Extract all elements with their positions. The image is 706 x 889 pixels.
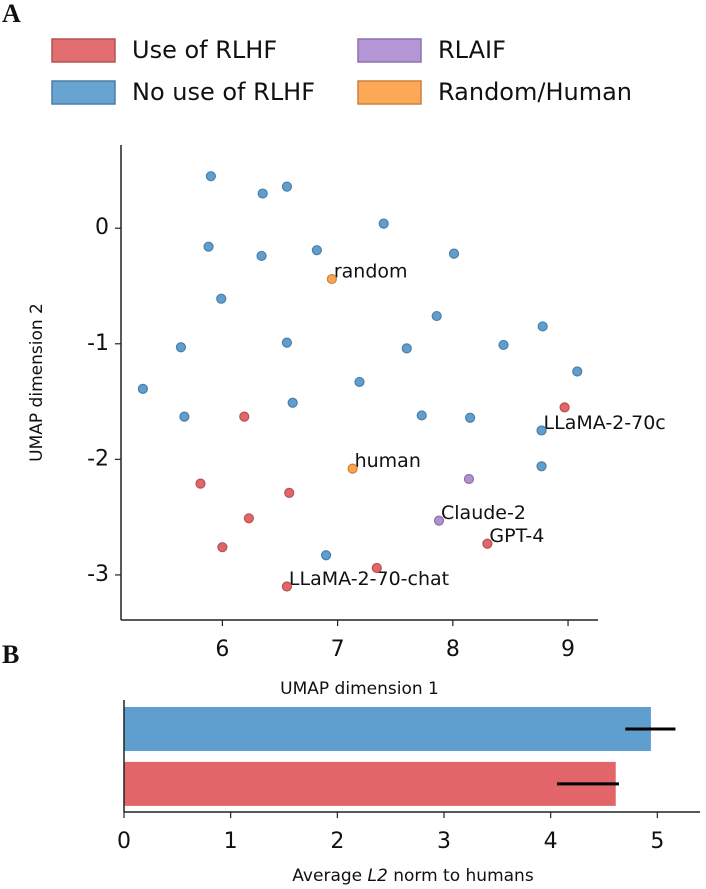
x-axis-label-part: L2 bbox=[368, 866, 388, 886]
point-label: Claude-2 bbox=[441, 502, 526, 524]
point bbox=[257, 188, 268, 199]
point bbox=[311, 245, 322, 256]
legend-label: Use of RLHF bbox=[132, 36, 277, 64]
x-tick-label: 2 bbox=[330, 829, 344, 854]
point bbox=[371, 562, 382, 574]
x-axis-label: UMAP dimension 1 bbox=[280, 679, 439, 699]
point bbox=[175, 342, 187, 353]
point bbox=[326, 273, 337, 285]
point bbox=[281, 581, 293, 592]
point bbox=[281, 181, 293, 192]
legend-swatch bbox=[357, 80, 422, 105]
point bbox=[281, 337, 293, 348]
point bbox=[536, 425, 547, 436]
point bbox=[284, 487, 295, 498]
panel-b: B 0 1 2 3 4 5 Average L2 norm to humans bbox=[2, 640, 700, 886]
x-tick-label: 0 bbox=[117, 829, 131, 854]
point bbox=[465, 412, 476, 423]
point bbox=[195, 478, 206, 489]
point-label: random bbox=[334, 261, 408, 283]
point bbox=[536, 461, 547, 472]
point bbox=[378, 218, 389, 229]
point bbox=[347, 463, 358, 474]
point bbox=[256, 250, 267, 262]
x-tick-label: 3 bbox=[437, 829, 451, 854]
x-tick-label: 1 bbox=[224, 829, 238, 854]
y-tick-label: -2 bbox=[87, 446, 109, 471]
legend-label: Random/Human bbox=[438, 78, 632, 106]
point bbox=[203, 241, 214, 252]
point bbox=[217, 542, 228, 553]
x-tick-label: 9 bbox=[561, 637, 575, 662]
x-tick-label: 5 bbox=[650, 829, 664, 854]
y-axis-label: UMAP dimension 2 bbox=[27, 303, 47, 462]
bar bbox=[124, 707, 651, 751]
legend-label: No use of RLHF bbox=[132, 78, 315, 106]
x-tick-label: 8 bbox=[446, 637, 460, 662]
point bbox=[243, 513, 254, 524]
panel-a: A Use of RLHF No use of RLHF RLAIF Random/Hu… bbox=[2, 0, 666, 699]
point bbox=[216, 293, 227, 304]
annotations: GPT-4 LLaMA-2-70-chat LLaMA-2-70c Claude-2 r… bbox=[289, 261, 666, 590]
point bbox=[239, 411, 250, 422]
point-label: LLaMA-2-70-chat bbox=[289, 568, 449, 590]
legend-swatch bbox=[51, 80, 116, 105]
point-label: GPT-4 bbox=[489, 525, 544, 547]
legend-swatch bbox=[357, 38, 422, 63]
point bbox=[137, 383, 148, 394]
point bbox=[463, 473, 475, 485]
point bbox=[431, 310, 442, 322]
x-axis-label-part: Average bbox=[292, 866, 367, 886]
y-tick-label: 0 bbox=[95, 215, 109, 240]
point bbox=[498, 339, 509, 351]
bar bbox=[124, 761, 616, 806]
y-tick-label: -3 bbox=[87, 562, 109, 587]
x-tick-label: 6 bbox=[215, 637, 229, 662]
point bbox=[433, 515, 445, 526]
point bbox=[572, 366, 583, 377]
point bbox=[559, 402, 570, 413]
point-label: LLaMA-2-70c bbox=[544, 412, 666, 434]
point bbox=[205, 171, 216, 182]
x-axis-label-part: norm to humans bbox=[388, 866, 534, 886]
point bbox=[401, 343, 412, 354]
legend-label: RLAIF bbox=[438, 36, 506, 64]
point bbox=[320, 550, 332, 561]
point bbox=[482, 538, 493, 549]
point bbox=[416, 410, 427, 421]
point bbox=[354, 376, 365, 388]
legend-swatch bbox=[51, 38, 116, 63]
y-tick-label: -1 bbox=[87, 331, 109, 356]
point-label: human bbox=[355, 450, 421, 472]
x-tick-label: 7 bbox=[331, 637, 345, 662]
point bbox=[287, 397, 298, 408]
x-axis-label: Average L2 norm to humans bbox=[292, 866, 534, 886]
point bbox=[179, 411, 190, 422]
panel-label: B bbox=[2, 640, 19, 669]
point bbox=[448, 248, 460, 259]
x-tick-label: 4 bbox=[544, 829, 558, 854]
panel-label: A bbox=[2, 0, 21, 28]
point bbox=[537, 321, 548, 332]
